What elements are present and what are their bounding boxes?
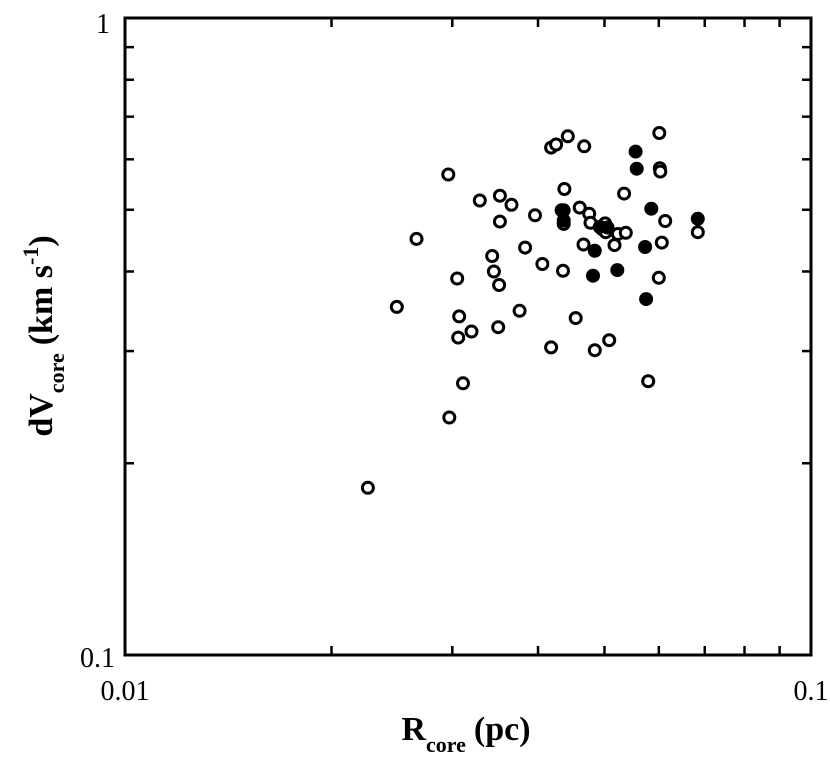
open-data-point bbox=[360, 480, 375, 495]
open-data-point bbox=[652, 126, 667, 140]
filled-data-point bbox=[639, 292, 654, 307]
open-data-point bbox=[492, 278, 507, 292]
open-data-point bbox=[549, 137, 564, 152]
x-axis-label-sub: core bbox=[426, 732, 466, 757]
open-data-point bbox=[512, 303, 527, 318]
open-data-point bbox=[472, 193, 487, 208]
open-data-point bbox=[568, 311, 583, 326]
axis-ticks bbox=[125, 18, 811, 655]
open-data-point bbox=[451, 330, 466, 345]
filled-data-point bbox=[644, 201, 659, 216]
y-tick-label-max: 1 bbox=[96, 9, 110, 40]
open-data-point bbox=[618, 225, 633, 240]
filled-data-point bbox=[638, 240, 653, 254]
open-data-point bbox=[450, 271, 465, 286]
open-data-point bbox=[409, 231, 424, 246]
open-data-point bbox=[535, 257, 550, 271]
open-data-point bbox=[653, 164, 668, 179]
open-data-point bbox=[456, 376, 470, 391]
x-axis-label-unit: (pc) bbox=[474, 711, 531, 748]
filled-data-point bbox=[556, 213, 571, 228]
open-data-point bbox=[441, 167, 456, 182]
y-axis-label-sub: core bbox=[44, 353, 69, 393]
open-data-point bbox=[492, 188, 507, 203]
filled-data-point bbox=[600, 220, 615, 235]
filled-data-point bbox=[628, 144, 643, 159]
open-data-point bbox=[557, 182, 572, 196]
filled-data-point bbox=[629, 161, 644, 176]
open-data-point bbox=[576, 237, 591, 252]
x-axis-label-main: R bbox=[401, 711, 426, 748]
y-axis-label-main: dV bbox=[23, 393, 60, 437]
filled-data-point bbox=[586, 268, 600, 283]
open-data-point bbox=[572, 200, 587, 215]
open-data-point bbox=[442, 410, 457, 425]
open-data-point bbox=[518, 240, 533, 255]
open-data-point bbox=[602, 333, 617, 348]
open-data-point bbox=[587, 343, 602, 358]
filled-data-point bbox=[587, 243, 602, 258]
open-data-point bbox=[556, 263, 570, 278]
plot-frame bbox=[123, 16, 813, 657]
open-data-point bbox=[486, 264, 501, 279]
open-data-point bbox=[641, 374, 656, 389]
open-data-point bbox=[485, 249, 500, 263]
x-tick-label-min: 0.01 bbox=[101, 676, 150, 707]
open-data-point bbox=[544, 340, 559, 355]
open-data-point bbox=[690, 225, 705, 240]
y-axis-label-sup: -1 bbox=[18, 247, 43, 265]
open-data-point bbox=[617, 186, 632, 201]
y-axis-label: dVcore (km s-1) bbox=[18, 235, 69, 436]
filled-data-point bbox=[610, 263, 625, 278]
open-data-point bbox=[491, 320, 506, 335]
open-data-point bbox=[654, 235, 669, 250]
x-tick-label-max: 0.1 bbox=[794, 676, 829, 707]
y-axis-label-close: ) bbox=[23, 235, 60, 246]
open-data-point bbox=[492, 214, 507, 229]
open-data-point bbox=[658, 214, 673, 228]
open-data-point bbox=[504, 197, 519, 212]
data-points bbox=[360, 126, 705, 495]
open-data-point bbox=[452, 309, 467, 324]
y-tick-label-min: 0.1 bbox=[80, 643, 115, 674]
open-data-point bbox=[464, 324, 479, 339]
open-data-point bbox=[389, 299, 404, 314]
open-data-point bbox=[607, 238, 622, 253]
x-axis-label: Rcore (pc) bbox=[401, 711, 530, 757]
open-data-point bbox=[560, 129, 575, 144]
filled-data-point bbox=[690, 211, 705, 226]
open-data-point bbox=[651, 270, 666, 285]
y-axis-label-unit: (km s bbox=[23, 265, 60, 345]
open-data-point bbox=[528, 208, 542, 223]
open-data-point bbox=[577, 139, 592, 154]
